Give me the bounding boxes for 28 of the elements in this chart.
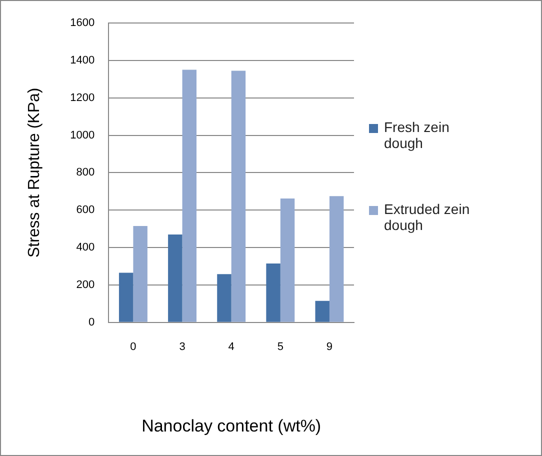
legend-label: Fresh zein dough: [384, 119, 450, 151]
bar: [182, 70, 196, 322]
x-tick-label: 3: [179, 341, 186, 354]
bar: [133, 226, 148, 322]
bar: [315, 300, 330, 322]
bar: [231, 70, 246, 322]
bar: [217, 274, 232, 322]
x-tick-label: 5: [277, 341, 284, 354]
y-tick-label: 1000: [70, 129, 95, 142]
x-tick-label: 4: [228, 341, 234, 354]
bar: [266, 263, 280, 322]
bar: [168, 234, 182, 322]
bar: [118, 272, 134, 322]
y-tick-label: 800: [76, 166, 95, 179]
bar: [329, 196, 344, 322]
y-tick-label: 400: [76, 242, 95, 254]
x-tick-label: 0: [130, 341, 136, 354]
y-axis-title: Stress at Rupture (KPa): [26, 88, 44, 258]
y-tick-label: 1600: [70, 17, 95, 30]
y-tick-label: 1400: [70, 54, 95, 66]
y-tick-label: 0: [88, 316, 95, 328]
legend-label: Extruded zein dough: [384, 201, 471, 233]
y-tick-label: 200: [76, 279, 95, 292]
x-tick-label: 9: [326, 341, 333, 354]
bar: [280, 198, 295, 322]
x-axis-title: Nanoclay content (wt%): [142, 416, 322, 436]
y-tick-label: 1200: [70, 92, 95, 104]
y-tick-label: 600: [76, 204, 95, 216]
